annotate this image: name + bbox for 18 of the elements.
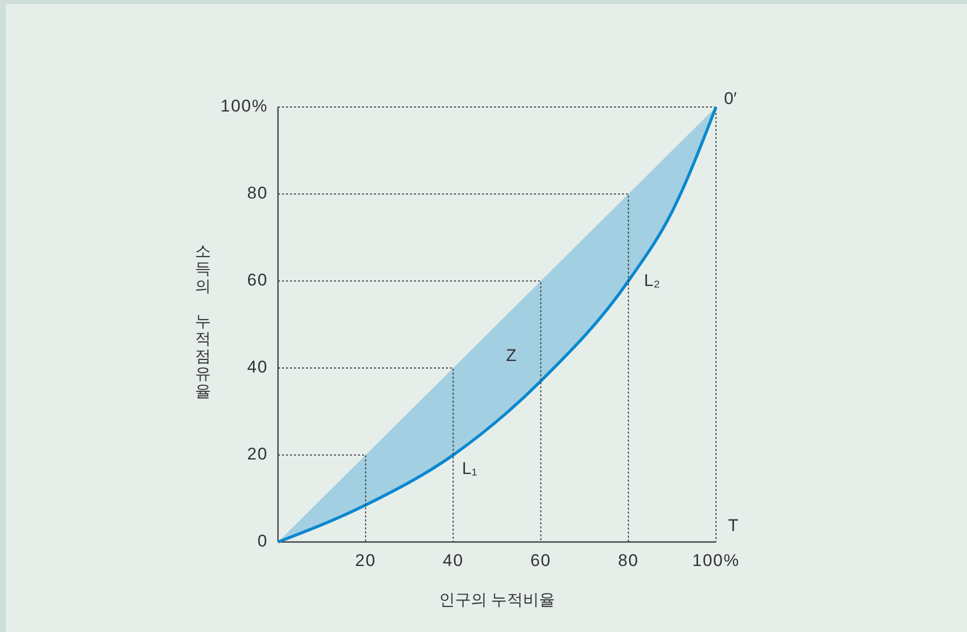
y-tick-label: 100% [220,96,268,116]
text: 0′ [724,89,737,108]
text: T [728,516,738,536]
x-tick-label: 100% [692,551,740,570]
x-tick-label: 60 [530,551,552,570]
y-tick-label: 20 [247,444,268,464]
x-tick-label: 20 [355,551,376,570]
x-axis-title: 인구의 누적비율 [438,592,556,609]
y-axis-title: 소득의 누적점유율 [195,244,211,401]
y-tick-label: 40 [247,357,268,376]
annotation: Z [506,346,516,366]
y-tick-label: 80 [247,183,268,202]
annotation: L₁ [462,459,478,478]
x-tick-label: 40 [442,551,464,570]
y-tick-label: 60 [247,270,268,290]
y-tick-label: 0 [258,531,268,550]
x-tick-label: 80 [618,551,639,570]
annotation: L₂ [644,271,660,290]
